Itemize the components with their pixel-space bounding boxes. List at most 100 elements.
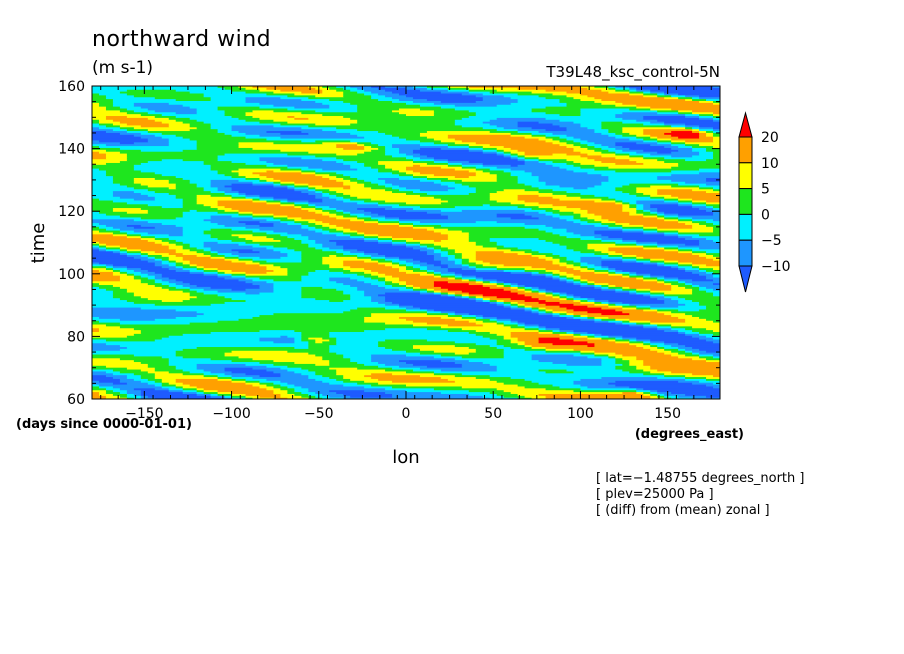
heatmap-cell [119, 106, 142, 109]
heatmap-cell [175, 196, 198, 199]
heatmap-cell [601, 160, 637, 163]
heatmap-cell [371, 282, 386, 286]
heatmap-cell [643, 91, 651, 94]
heatmap-cell [140, 295, 198, 299]
heatmap-cell [357, 141, 372, 145]
heatmap-cell [399, 169, 414, 173]
heatmap-cell [399, 173, 414, 177]
heatmap-cell [203, 291, 247, 295]
heatmap-cell [678, 201, 693, 205]
heatmap-cell [126, 152, 226, 156]
heatmap-cell [98, 151, 121, 154]
heatmap-cell [468, 291, 519, 295]
heatmap-cell [510, 152, 519, 156]
heatmap-cell [371, 256, 386, 259]
heatmap-cell [336, 378, 351, 381]
heatmap-cell [336, 338, 386, 342]
heatmap-cell [706, 237, 720, 240]
heatmap-cell [350, 213, 365, 216]
heatmap-cell [119, 387, 135, 391]
heatmap-cell [461, 355, 505, 359]
heatmap-cell [685, 303, 700, 306]
heatmap-cell [503, 94, 540, 98]
heatmap-cell [538, 382, 575, 385]
heatmap-cell [154, 278, 163, 282]
heatmap-cell [273, 91, 302, 94]
heatmap-cell [357, 278, 379, 282]
heatmap-cell [482, 320, 498, 323]
heatmap-cell [699, 113, 714, 117]
heatmap-cell [650, 136, 658, 139]
heatmap-cell [252, 216, 275, 220]
heatmap-cell [92, 89, 128, 92]
heatmap-cell [280, 387, 295, 391]
heatmap-cell [378, 301, 393, 304]
heatmap-cell [343, 158, 414, 162]
heatmap-cell [196, 265, 205, 269]
heatmap-cell [273, 288, 302, 291]
heatmap-cell [245, 273, 288, 276]
heatmap-cell [643, 229, 658, 233]
heatmap-cell [357, 229, 435, 233]
heatmap-cell [664, 352, 679, 355]
heatmap-cell [266, 175, 323, 178]
heatmap-cell [133, 275, 142, 278]
heatmap-cell [175, 282, 191, 286]
heatmap-cell [412, 323, 449, 327]
heatmap-cell [685, 353, 700, 357]
heatmap-cell [496, 295, 533, 299]
heatmap-cell [699, 288, 714, 291]
heatmap-cell [336, 143, 358, 147]
heatmap-cell [699, 128, 714, 132]
heatmap-cell [678, 250, 693, 254]
heatmap-cell [699, 267, 714, 271]
heatmap-cell [713, 207, 720, 210]
heatmap-cell [559, 312, 568, 316]
heatmap-cell [378, 235, 393, 239]
heatmap-cell [545, 370, 575, 374]
heatmap-cell [301, 224, 309, 227]
heatmap-cell [608, 226, 623, 229]
heatmap-cell [259, 361, 295, 364]
heatmap-cell [126, 156, 219, 160]
heatmap-cell [664, 216, 679, 220]
heatmap-cell [252, 278, 275, 282]
heatmap-cell [140, 376, 156, 379]
heatmap-cell [657, 310, 672, 314]
heatmap-cell [524, 290, 533, 293]
heatmap-cell [636, 365, 651, 368]
heatmap-cell [566, 235, 595, 239]
heatmap-cell [119, 196, 156, 199]
heatmap-cell [496, 393, 519, 396]
heatmap-cell [608, 246, 644, 250]
heatmap-cell [510, 391, 623, 394]
heatmap-cell [112, 179, 135, 182]
heatmap-cell [315, 188, 330, 192]
heatmap-cell [552, 261, 568, 265]
heatmap-cell [392, 241, 407, 244]
heatmap-cell [329, 331, 470, 334]
heatmap-cell [545, 162, 568, 165]
heatmap-cell [294, 218, 316, 222]
heatmap-cell [357, 201, 379, 205]
heatmap-cell [98, 241, 156, 244]
heatmap-cell [350, 86, 372, 88]
heatmap-cell [538, 312, 554, 316]
heatmap-cell [454, 122, 491, 126]
heatmap-cell [643, 117, 700, 120]
heatmap-cell [119, 250, 128, 254]
heatmap-cell [385, 306, 407, 310]
heatmap-cell [461, 229, 547, 233]
heatmap-cell [629, 275, 644, 278]
heatmap-cell [433, 246, 449, 250]
heatmap-cell [580, 387, 637, 391]
heatmap-cell [636, 273, 651, 276]
heatmap-cell [510, 331, 540, 334]
heatmap-cell [531, 248, 575, 252]
heatmap-cell [524, 154, 582, 158]
heatmap-cell [273, 370, 295, 374]
heatmap-cell [412, 346, 470, 349]
heatmap-cell [699, 151, 714, 154]
heatmap-cell [713, 213, 720, 216]
heatmap-cell [664, 233, 679, 237]
